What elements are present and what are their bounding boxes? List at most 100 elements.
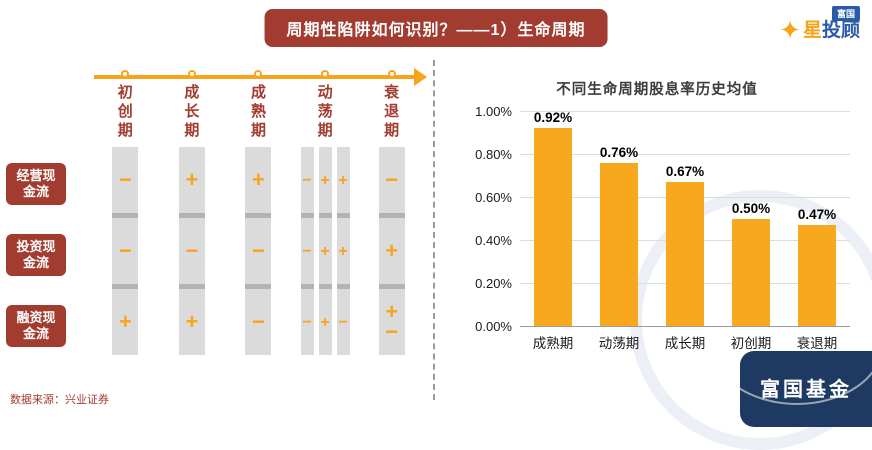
gridline — [520, 326, 850, 327]
cashflow-cell: + — [245, 147, 271, 213]
plus-sign: + — [185, 167, 199, 192]
gridline — [520, 154, 850, 155]
cashflow-cell: − — [301, 289, 314, 355]
plus-sign: + — [338, 242, 348, 260]
chart-bars: 0.92% 0.76% 0.67% 0.50% 0.47% — [520, 110, 850, 326]
fund-logo-text: 富国基金 — [760, 379, 852, 401]
timeline-dot — [187, 70, 196, 78]
minus-sign: − — [385, 319, 399, 344]
slide-title: 周期性陷阱如何识别？——1）生命周期 — [264, 9, 608, 47]
cashflow-cell: + — [337, 218, 350, 284]
bar-divider — [245, 284, 272, 289]
stage-bars: + − − — [245, 147, 272, 355]
bar — [732, 218, 770, 326]
stage-bars: − − − + + + + + − — [300, 147, 350, 355]
stage-label: 成长期 — [184, 84, 200, 139]
minus-sign: − — [302, 313, 312, 331]
bar-divider — [378, 284, 405, 289]
cashflow-bar: + − − — [245, 147, 272, 355]
bar-value-label: 0.76% — [599, 144, 639, 160]
minus-sign: − — [338, 313, 348, 331]
minus-sign: − — [385, 167, 399, 192]
cashflow-cell: − — [245, 218, 271, 284]
bar — [600, 162, 638, 326]
stage-column: 初创期 − − + — [92, 60, 159, 355]
plus-sign: + — [252, 167, 265, 192]
cashflow-cell: + — [337, 147, 350, 213]
brand-logo: ✦ 富国 星投顾 — [779, 6, 860, 45]
minus-sign: − — [185, 238, 199, 263]
timeline-dot — [387, 70, 396, 78]
brand-name: 星投顾 — [803, 21, 860, 41]
plus-sign: + — [185, 309, 199, 334]
bar-divider — [336, 284, 350, 289]
vertical-separator — [433, 60, 435, 400]
cashflow-bar: − − − — [300, 147, 314, 355]
bar-divider — [318, 284, 332, 289]
cashflow-bar: − − + — [112, 147, 139, 355]
x-axis-category-label: 初创期 — [730, 336, 772, 351]
timeline-dot — [121, 70, 130, 78]
cashflow-cell: + — [179, 289, 205, 355]
bar-divider — [178, 284, 205, 289]
stage-bars: − + + − — [378, 147, 405, 355]
lifecycle-diagram: 初创期 − − + 成长期 + − + 成熟期 + − − 动荡期 − − − + + + + + − 衰退期 − + + − — [92, 60, 427, 355]
cashflow-cell: − — [112, 218, 138, 284]
stage-column: 动荡期 − − − + + + + + − — [292, 60, 359, 355]
plus-sign: + — [385, 299, 399, 324]
x-axis-category-label: 成熟期 — [532, 336, 574, 351]
brand-name-orange: 星 — [802, 20, 822, 41]
cashflow-cell: + — [319, 289, 332, 355]
y-axis-tick-label: 1.00% — [475, 104, 512, 119]
cashflow-cell: − — [112, 147, 138, 213]
bar-divider — [336, 213, 350, 218]
stage-label: 成熟期 — [250, 84, 266, 139]
minus-sign: − — [252, 309, 265, 334]
bar-group: 0.50% — [723, 201, 779, 326]
brand-name-blue: 投顾 — [821, 20, 860, 41]
plus-sign: + — [338, 171, 348, 189]
dividend-chart: 不同生命周期股息率历史均值 1.00% 0.80% 0.60% 0.40% 0.20% 0… — [452, 78, 862, 352]
y-axis-tick-label: 0.40% — [475, 233, 512, 248]
cashflow-bar: − + + − — [378, 147, 405, 355]
bar-divider — [300, 284, 314, 289]
timeline-dot — [254, 70, 263, 78]
gridline — [520, 111, 850, 112]
cashflow-cell: + — [319, 218, 332, 284]
chart-plot-area: 1.00% 0.80% 0.60% 0.40% 0.20% 0.00% 0.92% 0.76%… — [475, 104, 850, 334]
cashflow-bar: + − + — [178, 147, 205, 355]
bar-value-label: 0.92% — [533, 110, 573, 126]
cashflow-cell: + — [319, 147, 332, 213]
stage-label: 动荡期 — [317, 84, 333, 139]
x-axis-category-label: 成长期 — [664, 336, 706, 351]
bar-divider — [112, 213, 139, 218]
bar-value-label: 0.67% — [665, 163, 705, 179]
plus-sign: + — [385, 238, 399, 263]
cashflow-cell: − — [301, 147, 314, 213]
bar-divider — [245, 213, 272, 218]
y-axis-tick-label: 0.80% — [475, 147, 512, 162]
minus-sign: − — [302, 242, 312, 260]
bar-group: 0.92% — [525, 110, 581, 326]
stage-column: 成长期 + − + — [159, 60, 226, 355]
brand-badge: 富国 — [831, 6, 860, 21]
cashflow-row-label: 投资现 金流 — [6, 234, 66, 276]
cashflow-cell: − — [245, 289, 271, 355]
stage-label: 初创期 — [117, 84, 133, 139]
minus-sign: − — [118, 167, 132, 192]
chart-title: 不同生命周期股息率历史均值 — [556, 82, 758, 98]
bar — [666, 181, 704, 326]
brand-logo-text: 富国 星投顾 — [803, 6, 860, 41]
cashflow-cell: − — [337, 289, 350, 355]
y-axis-tick-label: 0.20% — [475, 276, 512, 291]
data-source-note: 数据来源：兴业证券 — [10, 394, 109, 406]
x-axis-category-label: 衰退期 — [796, 336, 838, 351]
bar-group: 0.47% — [789, 207, 845, 326]
y-axis-tick-label: 0.60% — [475, 190, 512, 205]
cashflow-cell: + — [379, 218, 405, 284]
timeline-arrow-head — [414, 68, 427, 86]
bar-group: 0.76% — [591, 145, 647, 326]
bar-divider — [318, 213, 332, 218]
plus-sign: + — [320, 242, 330, 260]
star-icon: ✦ — [779, 15, 801, 45]
